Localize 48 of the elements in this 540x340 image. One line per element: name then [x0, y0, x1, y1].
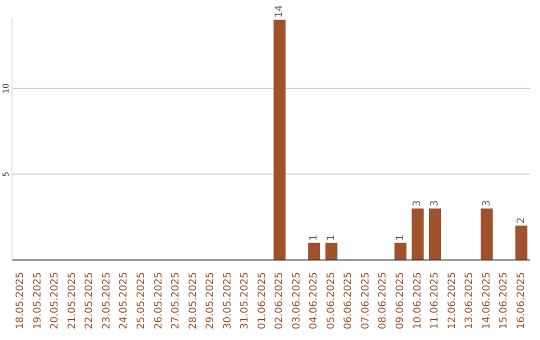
x-tick-label: 27.05.2025	[170, 272, 182, 330]
x-tick-label: 19.05.2025	[32, 272, 44, 330]
x-tick-label: 08.06.2025	[378, 272, 389, 330]
y-tick-label: 5	[2, 172, 10, 177]
bar	[480, 208, 493, 260]
x-tick-label: 20.05.2025	[50, 272, 61, 330]
x-tick-label: 16.06.2025	[516, 272, 527, 330]
x-tick-label: 14.06.2025	[481, 272, 492, 330]
x-tick-label: 18.05.2025	[15, 272, 26, 330]
data-label: 1	[394, 234, 406, 241]
x-tick-label: 02.06.2025	[274, 272, 286, 330]
x-tick-label: 24.05.2025	[118, 272, 130, 330]
data-label: 3	[429, 200, 440, 207]
x-tick-label: 26.05.2025	[153, 272, 164, 330]
x-tick-label: 09.06.2025	[395, 272, 406, 330]
x-tick-label: 25.05.2025	[136, 272, 147, 330]
x-tick-label: 21.05.2025	[66, 272, 78, 330]
data-label: 3	[481, 200, 492, 207]
x-tick-label: 06.06.2025	[343, 272, 354, 330]
x-tick-label: 15.06.2025	[498, 272, 510, 330]
data-label: 14	[274, 4, 286, 18]
bar	[274, 20, 286, 260]
data-label: 1	[308, 234, 320, 241]
bar	[308, 242, 320, 260]
x-tick-label: 22.05.2025	[84, 272, 96, 330]
x-tick-label: 29.05.2025	[205, 272, 216, 330]
x-tick-label: 23.05.2025	[101, 272, 112, 330]
y-tick-label: 10	[2, 83, 10, 94]
x-tick-label: 28.05.2025	[188, 272, 199, 330]
bar	[412, 208, 424, 260]
x-tick-label: 11.06.2025	[430, 272, 441, 330]
x-tick-label: 13.06.2025	[464, 272, 476, 330]
data-label: 3	[412, 200, 424, 207]
bar	[515, 226, 528, 260]
x-tick-label: 07.06.2025	[360, 272, 372, 330]
x-tick-label: 30.05.2025	[222, 272, 234, 330]
x-tick-label: 03.06.2025	[291, 272, 302, 330]
x-tick-label: 10.06.2025	[412, 272, 424, 330]
x-tick-label: 04.06.2025	[308, 272, 320, 330]
x-tick-label: 05.06.2025	[326, 272, 337, 330]
bar	[428, 208, 441, 260]
data-label: 2	[516, 217, 527, 224]
bar	[325, 242, 338, 260]
x-tick-label: 01.06.2025	[256, 272, 268, 330]
x-tick-label: 12.06.2025	[446, 272, 458, 330]
x-tick-label: 31.05.2025	[240, 272, 251, 330]
data-label: 1	[326, 234, 337, 241]
bar	[394, 242, 406, 260]
